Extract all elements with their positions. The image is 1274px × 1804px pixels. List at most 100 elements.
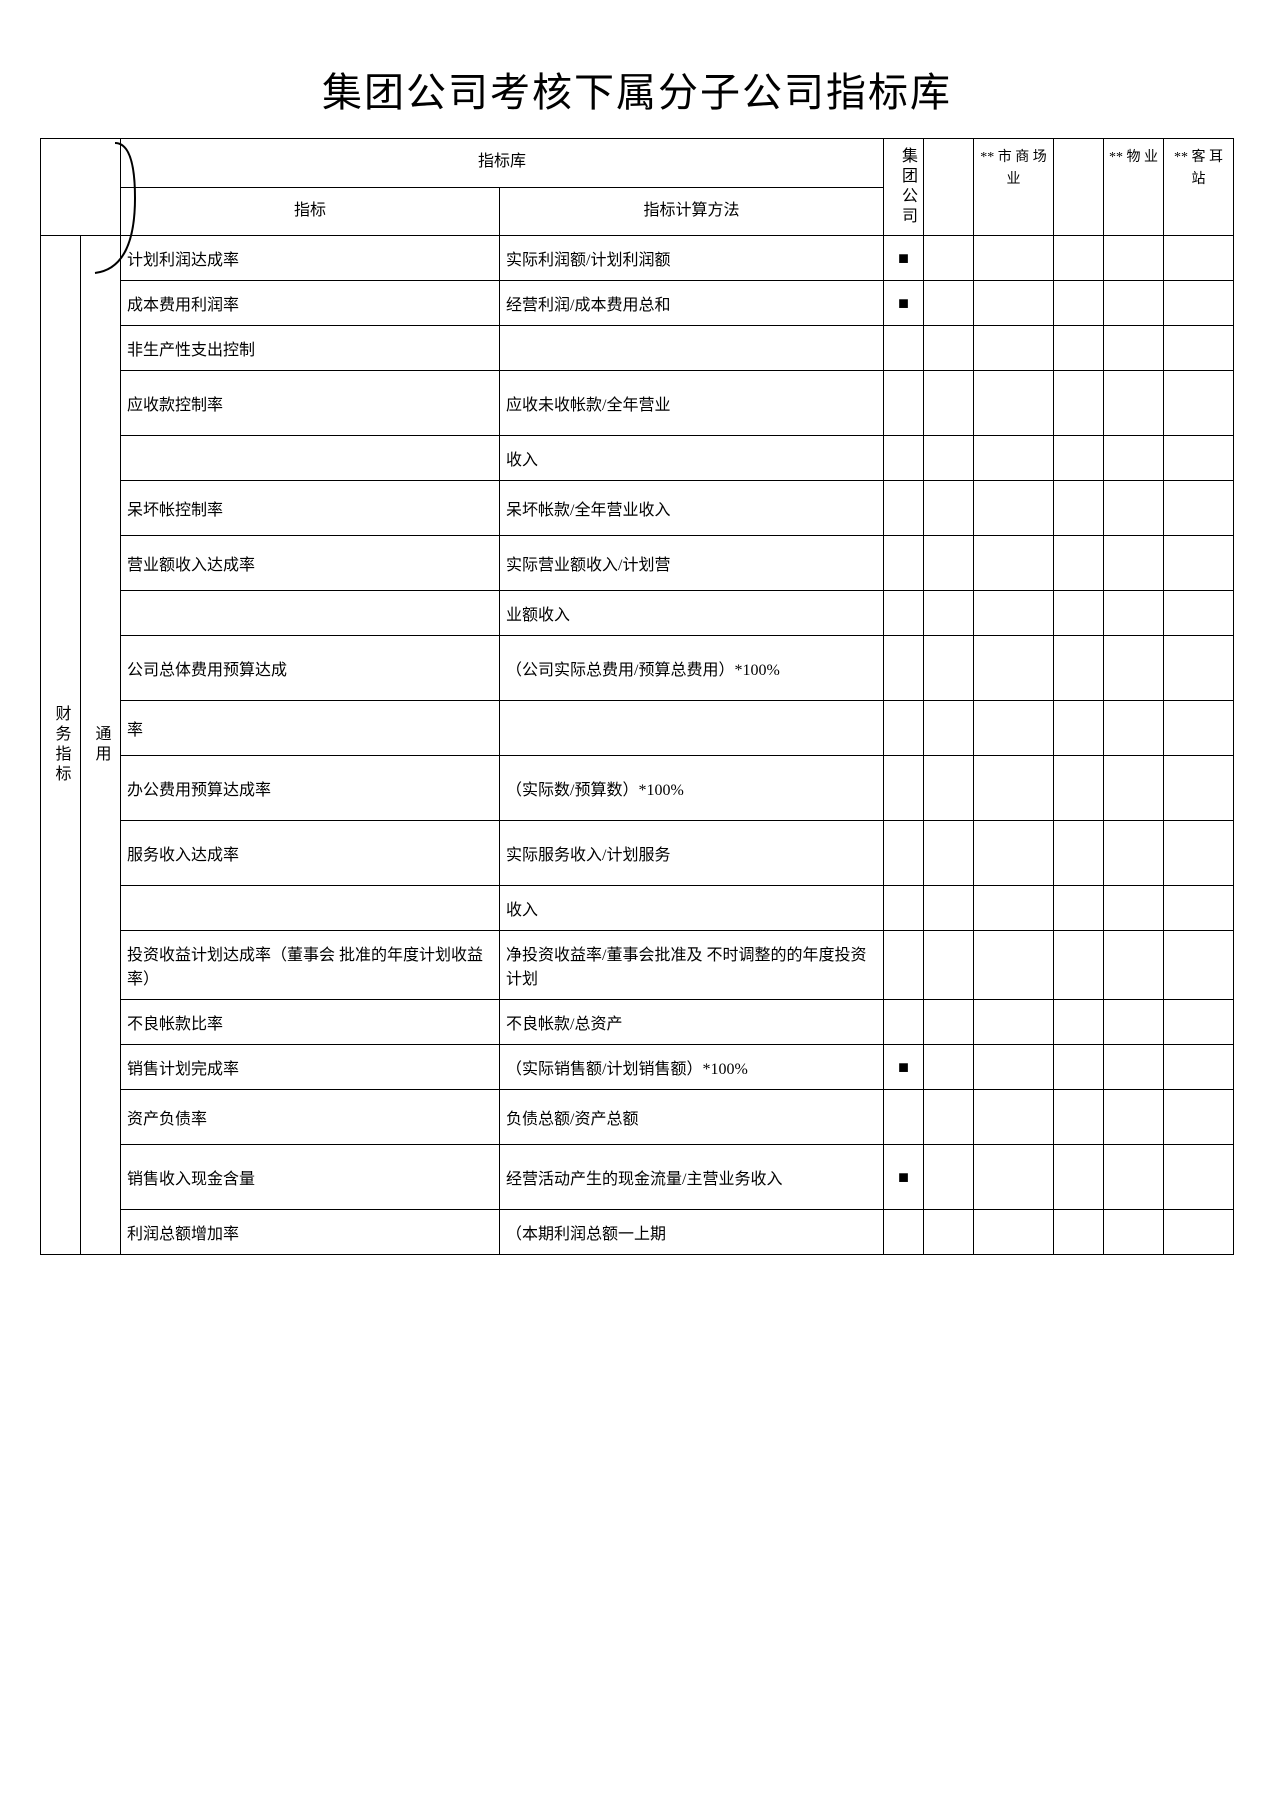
blank-cell [974,931,1054,1000]
table-row: 公司总体费用预算达成 （公司实际总费用/预算总费用）*100% [41,636,1234,701]
blank-cell [1104,701,1164,756]
marker-cell [884,701,924,756]
marker-cell [884,326,924,371]
blank-cell [974,281,1054,326]
indicator-cell: 非生产性支出控制 [121,326,500,371]
category-1: 财务指标 [41,236,81,1255]
blank-cell [1164,481,1234,536]
table-row: 呆坏帐控制率 呆坏帐款/全年营业收入 [41,481,1234,536]
marker-cell [884,1210,924,1255]
header-indicator-lib: 指标库 [121,139,884,188]
blank-cell [1164,436,1234,481]
blank-cell [1104,756,1164,821]
blank-cell [974,481,1054,536]
marker-cell [884,886,924,931]
blank-cell [924,821,974,886]
blank-cell [924,481,974,536]
blank-cell [1054,636,1104,701]
decorative-curve [80,138,180,278]
blank-cell [974,1090,1054,1145]
marker-cell [884,536,924,591]
blank-cell [1054,236,1104,281]
table-row: 资产负债率 负债总额/资产总额 [41,1090,1234,1145]
blank-cell [1054,821,1104,886]
blank-cell [924,1210,974,1255]
blank-cell [974,821,1054,886]
indicator-cell: 率 [121,701,500,756]
table-container: 指标库 集团公司 ** 市 商 场 业 ** 物 业 ** 客 耳 站 指标 指… [40,138,1234,1255]
method-cell: 收入 [500,436,884,481]
table-row: 营业额收入达成率 实际营业额收入/计划营 [41,536,1234,591]
header-blank-col1 [924,139,974,236]
blank-cell [1164,821,1234,886]
marker-cell [884,636,924,701]
blank-cell [1164,931,1234,1000]
blank-cell [1104,1210,1164,1255]
blank-cell [924,931,974,1000]
method-cell: 实际服务收入/计划服务 [500,821,884,886]
blank-cell [1104,536,1164,591]
blank-cell [924,756,974,821]
indicator-cell: 销售收入现金含量 [121,1145,500,1210]
method-cell: 实际利润额/计划利润额 [500,236,884,281]
blank-cell [1104,436,1164,481]
method-cell [500,326,884,371]
header-market: ** 市 商 场 业 [974,139,1054,236]
blank-cell [1104,326,1164,371]
blank-cell [1164,756,1234,821]
table-row: 不良帐款比率 不良帐款/总资产 [41,1000,1234,1045]
indicator-cell: 销售计划完成率 [121,1045,500,1090]
blank-cell [924,886,974,931]
method-cell: 不良帐款/总资产 [500,1000,884,1045]
blank-cell [1104,1000,1164,1045]
indicator-cell: 投资收益计划达成率（董事会 批准的年度计划收益率） [121,931,500,1000]
blank-cell [1104,1145,1164,1210]
method-cell: 实际营业额收入/计划营 [500,536,884,591]
method-cell: 经营利润/成本费用总和 [500,281,884,326]
indicator-cell: 呆坏帐控制率 [121,481,500,536]
indicator-cell [121,886,500,931]
header-blank-col2 [1054,139,1104,236]
blank-cell [924,1090,974,1145]
marker-cell [884,591,924,636]
blank-cell [1164,326,1234,371]
indicator-cell [121,591,500,636]
table-row: 销售收入现金含量 经营活动产生的现金流量/主营业务收入 ■ [41,1145,1234,1210]
table-row: 业额收入 [41,591,1234,636]
blank-cell [1054,886,1104,931]
blank-cell [1054,281,1104,326]
blank-cell [1164,886,1234,931]
table-row: 利润总额增加率 （本期利润总额一上期 [41,1210,1234,1255]
blank-cell [924,371,974,436]
blank-cell [924,1045,974,1090]
blank-cell [1164,701,1234,756]
blank-cell [1054,1090,1104,1145]
blank-cell [1164,1045,1234,1090]
indicator-cell: 公司总体费用预算达成 [121,636,500,701]
blank-cell [924,436,974,481]
method-cell: 负债总额/资产总额 [500,1090,884,1145]
indicator-cell: 不良帐款比率 [121,1000,500,1045]
marker-cell: ■ [884,1145,924,1210]
marker-cell [884,371,924,436]
header-group-company: 集团公司 [884,139,924,236]
blank-cell [1104,236,1164,281]
blank-cell [1164,591,1234,636]
page-title: 集团公司考核下属分子公司指标库 [40,60,1234,118]
blank-cell [1054,756,1104,821]
blank-cell [974,886,1054,931]
blank-cell [1164,1210,1234,1255]
blank-cell [1164,1090,1234,1145]
blank-cell [974,701,1054,756]
method-cell: 收入 [500,886,884,931]
method-cell: （公司实际总费用/预算总费用）*100% [500,636,884,701]
table-row: 率 [41,701,1234,756]
table-row: 办公费用预算达成率 （实际数/预算数）*100% [41,756,1234,821]
header-blank-1 [41,139,81,236]
blank-cell [1054,436,1104,481]
method-cell: 应收未收帐款/全年营业 [500,371,884,436]
blank-cell [974,326,1054,371]
blank-cell [924,236,974,281]
category-2: 通用 [81,236,121,1255]
blank-cell [924,591,974,636]
